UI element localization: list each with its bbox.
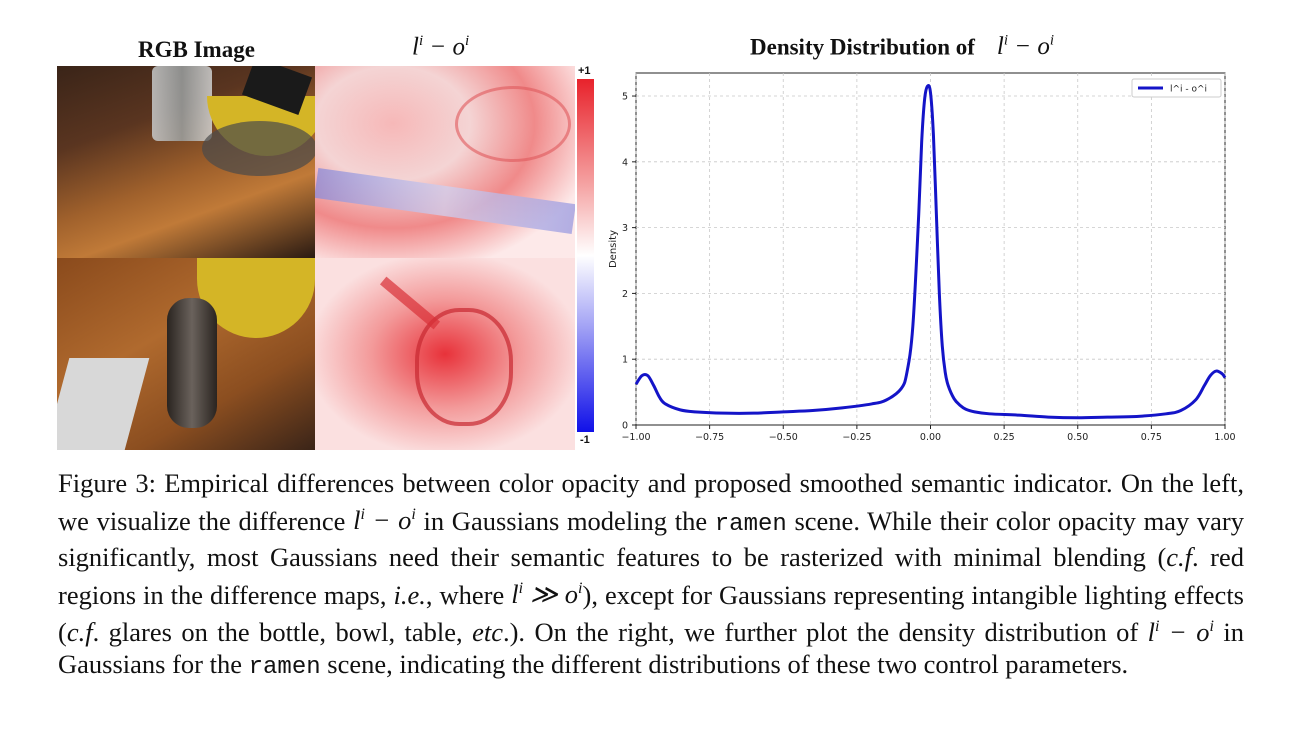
difference-map-bottom bbox=[315, 258, 575, 450]
difference-heading: li − oi bbox=[412, 33, 470, 61]
y-tick-label: 5 bbox=[622, 92, 628, 103]
x-tick-label: −0.75 bbox=[695, 432, 724, 443]
legend-label: l^i - o^i bbox=[1170, 85, 1207, 95]
rgb-photo-top bbox=[57, 66, 315, 258]
colorbar bbox=[577, 79, 594, 432]
x-tick-label: −0.25 bbox=[842, 432, 871, 443]
y-tick-label: 1 bbox=[622, 355, 628, 366]
y-tick-label: 4 bbox=[622, 157, 628, 168]
figure-caption: Figure 3: Empirical differences between … bbox=[58, 468, 1244, 682]
colorbar-min-label: -1 bbox=[580, 434, 590, 446]
difference-map-top bbox=[315, 66, 575, 258]
y-tick-label: 2 bbox=[622, 289, 628, 300]
density-heading: Density Distribution of li − oi bbox=[750, 33, 1055, 61]
legend: l^i - o^i bbox=[1131, 78, 1222, 98]
y-tick-label: 3 bbox=[622, 223, 628, 234]
x-tick-label: 0.50 bbox=[1067, 432, 1088, 443]
x-tick-label: 0.00 bbox=[920, 432, 941, 443]
colorbar-max-label: +1 bbox=[578, 65, 591, 77]
density-chart: −1.00 −0.75 −0.50 −0.25 0.00 0.25 0.50 0.75 1.00… bbox=[608, 72, 1236, 443]
density-series-line bbox=[634, 84, 1227, 420]
y-tick-label: 0 bbox=[622, 421, 628, 432]
rgb-photo-bottom bbox=[57, 258, 315, 450]
x-tick-label: −1.00 bbox=[621, 432, 650, 443]
x-tick-label: −0.50 bbox=[769, 432, 798, 443]
x-tick-label: 0.75 bbox=[1141, 432, 1162, 443]
y-axis-label: Density bbox=[608, 230, 619, 268]
rgb-image-heading: RGB Image bbox=[138, 37, 255, 62]
x-tick-label: 1.00 bbox=[1214, 432, 1235, 443]
x-tick-label: 0.25 bbox=[994, 432, 1015, 443]
